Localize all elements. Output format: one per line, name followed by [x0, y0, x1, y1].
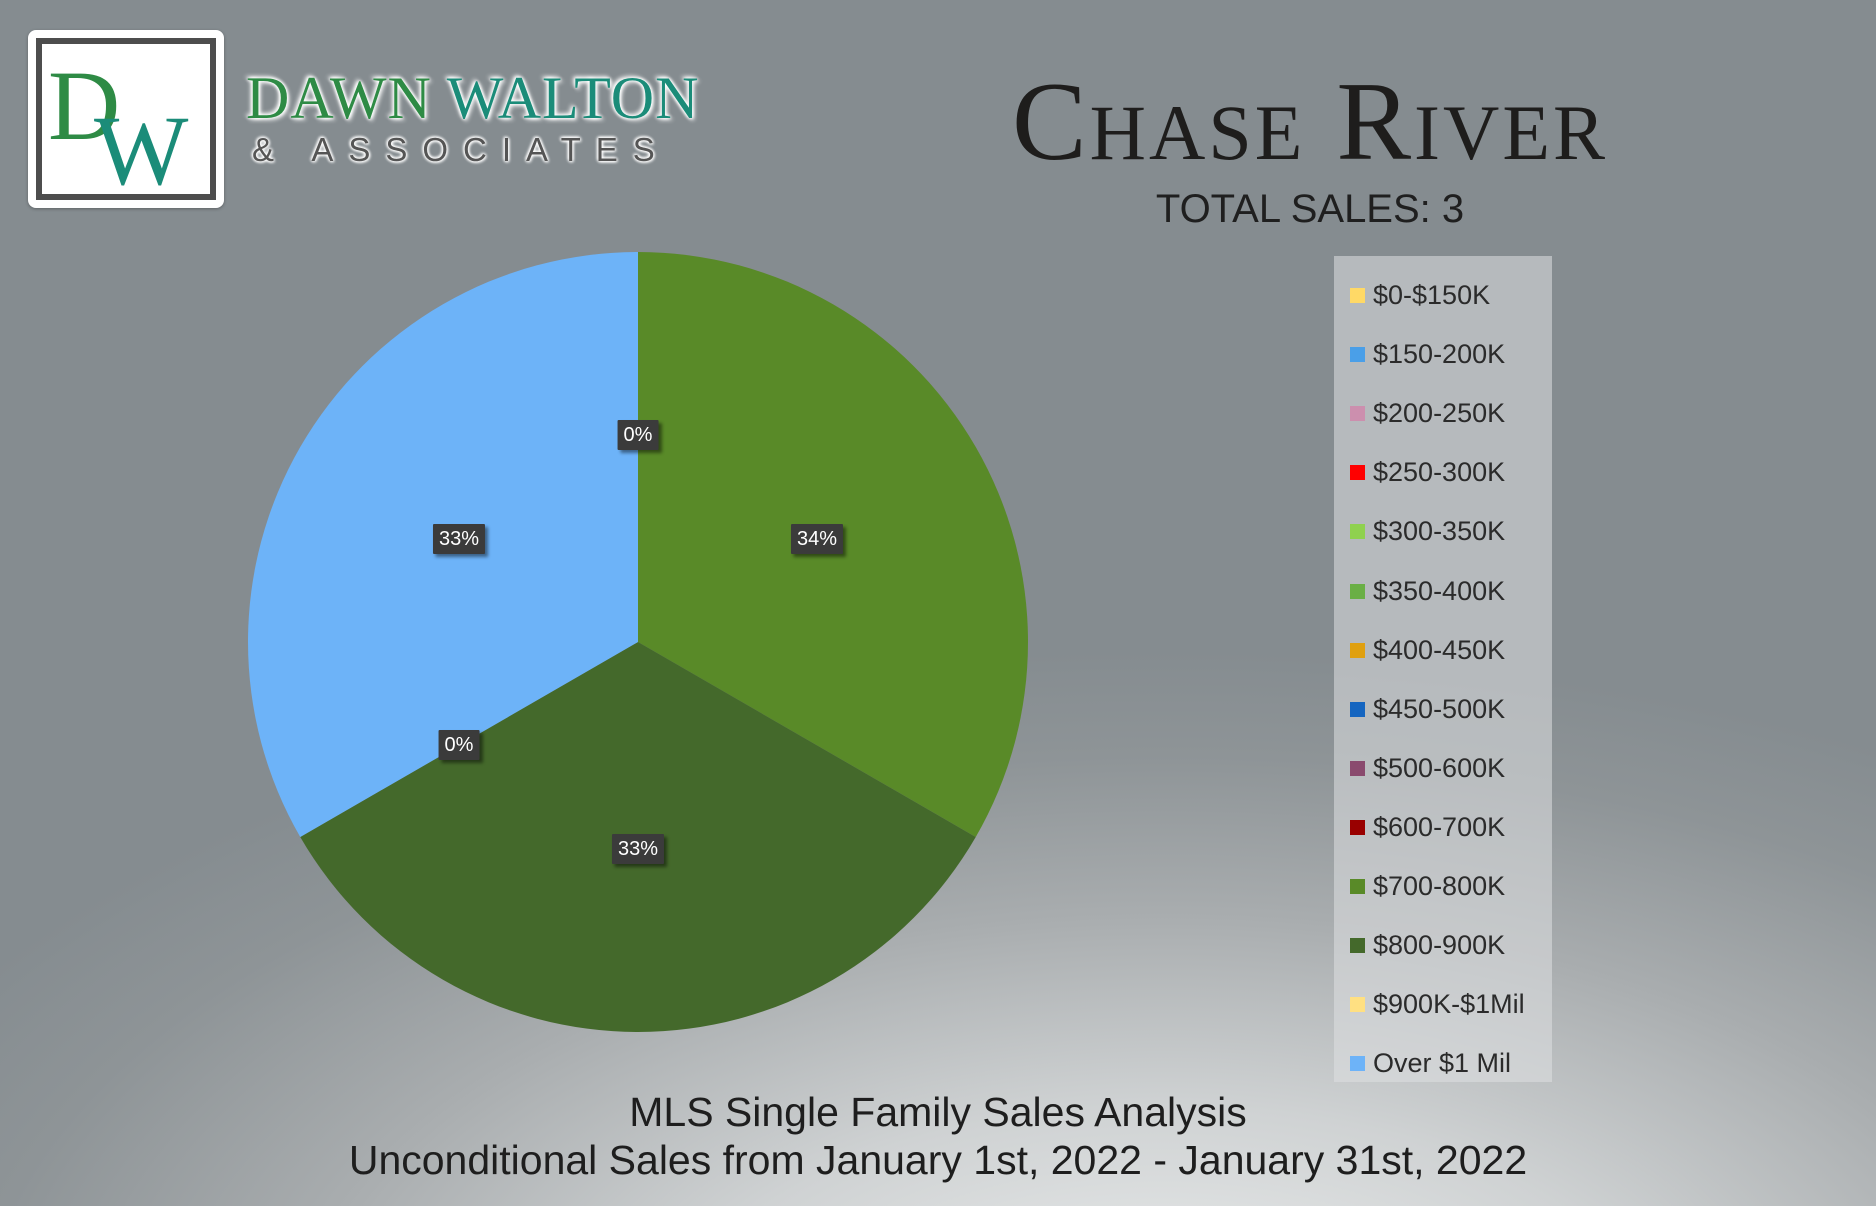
legend-label: $0-$150K [1373, 280, 1491, 311]
legend-item-450-500k: $450-500K [1334, 680, 1552, 739]
legend-item-0-150k: $0-$150K [1334, 266, 1552, 325]
legend-item-500-600k: $500-600K [1334, 739, 1552, 798]
legend-label: $900K-$1Mil [1373, 989, 1525, 1020]
total-sales: TOTAL SALES: 3 [1155, 187, 1465, 231]
legend-label: $600-700K [1373, 811, 1506, 842]
legend-swatch [1350, 938, 1365, 954]
logo: D W [28, 30, 224, 208]
legend-swatch [1350, 524, 1365, 540]
legend-swatch [1350, 465, 1365, 481]
data-label-0-150k: 0% [617, 420, 659, 451]
dw-monogram-icon: D W [48, 50, 189, 194]
legend-label: Over $1 Mil [1373, 1048, 1512, 1079]
legend-item-150-200k: $150-200K [1334, 325, 1552, 384]
legend-label: $400-450K [1373, 634, 1506, 665]
legend-item-300-350k: $300-350K [1334, 502, 1552, 561]
brand-name-first: DAWN [246, 65, 432, 131]
legend-item-600-700k: $600-700K [1334, 798, 1552, 857]
brand-name-second: WALTON [446, 65, 700, 131]
legend-label: $150-200K [1373, 339, 1506, 370]
legend-item-350-400k: $350-400K [1334, 561, 1552, 620]
legend-swatch [1350, 288, 1365, 304]
data-label-700-800k: 34% [790, 523, 844, 554]
legend-swatch [1350, 819, 1365, 835]
legend-swatch [1350, 642, 1365, 658]
svg-text:W: W [94, 95, 189, 194]
legend-item-800-900k: $800-900K [1334, 916, 1552, 975]
data-label-800-900k: 33% [611, 833, 665, 864]
brand-name: DAWN WALTON [246, 68, 746, 128]
legend-label: $350-400K [1373, 575, 1506, 606]
legend-label: $700-800K [1373, 870, 1506, 901]
legend-label: $250-300K [1373, 457, 1506, 488]
brand: DAWN WALTON & ASSOCIATES [246, 68, 746, 170]
legend-swatch [1350, 878, 1365, 894]
legend-item-400-450k: $400-450K [1334, 621, 1552, 680]
data-label-900k-1mil: 0% [438, 730, 480, 761]
legend-swatch [1350, 406, 1365, 422]
footer-line-2: Unconditional Sales from January 1st, 20… [348, 1137, 1528, 1183]
logo-frame: D W [36, 38, 216, 200]
legend: $0-$150K $150-200K $200-250K $250-300K $300-… [1334, 256, 1552, 1082]
legend-swatch [1350, 760, 1365, 776]
legend-label: $300-350K [1373, 516, 1506, 547]
legend-item-200-250k: $200-250K [1334, 384, 1552, 443]
legend-swatch [1350, 347, 1365, 363]
legend-label: $450-500K [1373, 693, 1506, 724]
legend-item-900k-1mil: $900K-$1Mil [1334, 975, 1552, 1034]
data-label-over-1-mil: 33% [432, 523, 485, 554]
legend-label: $800-900K [1373, 930, 1506, 961]
legend-label: $200-250K [1373, 398, 1506, 429]
legend-swatch [1350, 583, 1365, 599]
legend-item-700-800k: $700-800K [1334, 857, 1552, 916]
footer: MLS Single Family Sales Analysis Uncondi… [0, 1088, 1876, 1184]
page-title: Chase River [1011, 60, 1609, 184]
legend-swatch [1350, 701, 1365, 717]
legend-item-250-300k: $250-300K [1334, 443, 1552, 502]
legend-swatch [1350, 1056, 1365, 1072]
legend-label: $500-600K [1373, 752, 1506, 783]
footer-line-1: MLS Single Family Sales Analysis [629, 1089, 1247, 1135]
legend-item-over-1-mil: Over $1 Mil [1334, 1034, 1552, 1093]
svg-text:D: D [48, 50, 120, 161]
legend-swatch [1350, 997, 1365, 1013]
brand-subtitle: & ASSOCIATES [252, 131, 670, 168]
